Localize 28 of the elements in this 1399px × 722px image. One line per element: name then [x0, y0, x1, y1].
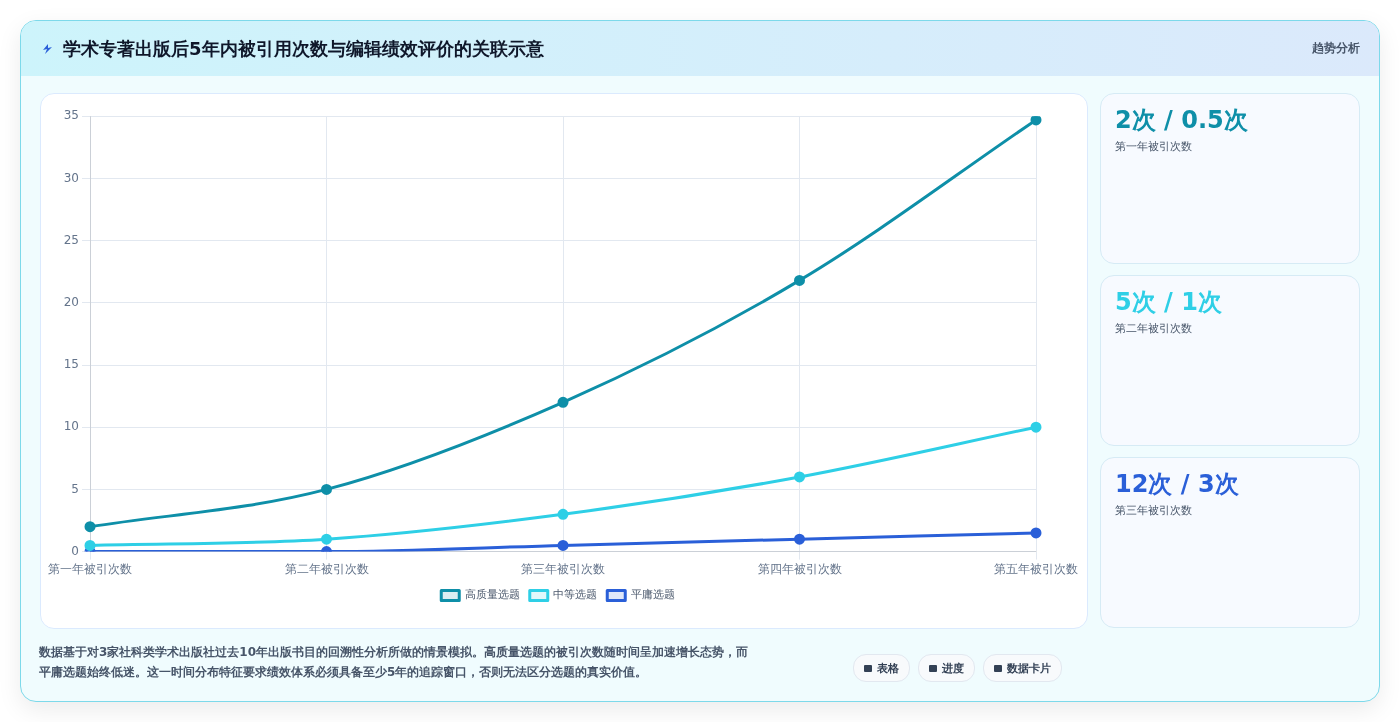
y-tick-label: 35 — [63, 108, 79, 123]
chart-title: 学术专著出版后5年内被引用次数与编辑绩效评价的关联示意 — [63, 36, 544, 61]
legend-label: 中等选题 — [553, 588, 598, 602]
y-tick-label: 10 — [63, 419, 79, 434]
y-tick-label: 20 — [63, 294, 79, 309]
legend-label: 平庸选题 — [630, 588, 675, 602]
text: 第一年被引次数 — [1115, 139, 1192, 154]
y-tick-label: 0 — [71, 543, 79, 558]
y-tick-label: 5 — [71, 481, 79, 496]
text: 趋势分析 — [1312, 40, 1360, 57]
y-tick-label: 30 — [63, 170, 79, 185]
text: 第二年被引次数 — [1115, 321, 1192, 336]
text: 2次 / 0.5次 — [1115, 105, 1248, 136]
text: 数据基于对3家社科类学术出版社过去10年出版书目的回溯性分析所做的情景模拟。高质量选题的被引次数随时间呈加速增长态势，而平庸选题始终低迷。这一时间分布特征要求绩效体系必须具备至少5年的追踪窗口，否则无法区分选题的真实价值。 — [39, 644, 750, 681]
text: 第三年被引次数 — [1115, 503, 1192, 518]
text: 进度 — [942, 660, 964, 676]
legend-label: 高质量选题 — [464, 588, 520, 602]
x-tick-label: 第三年被引次数 — [521, 561, 605, 576]
y-tick-label: 15 — [63, 357, 79, 372]
text: 12次 / 3次 — [1115, 469, 1239, 500]
x-tick-label: 第二年被引次数 — [284, 561, 369, 576]
x-tick-label: 第四年被引次数 — [757, 561, 842, 576]
y-tick-label: 25 — [63, 232, 79, 247]
x-tick-label: 第一年被引次数 — [48, 561, 132, 576]
text: 表格 — [877, 660, 899, 676]
text: 数据卡片 — [1007, 660, 1051, 676]
x-tick-label: 第五年被引次数 — [994, 561, 1078, 576]
text: 5次 / 1次 — [1115, 287, 1222, 318]
